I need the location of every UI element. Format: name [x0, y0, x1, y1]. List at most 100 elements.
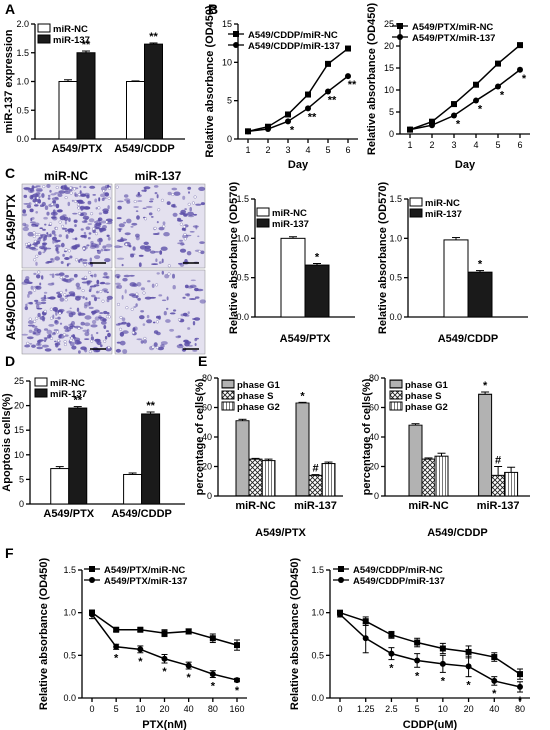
E1-ytick-label: 60 [202, 403, 212, 413]
F1-legend-marker [89, 577, 95, 583]
E2-category-label: miR-NC [408, 500, 448, 512]
micrograph-tile [21, 183, 113, 269]
F1-significance: * [211, 681, 216, 693]
E2-y-axis-label: percentage of cells(%) [361, 378, 373, 495]
B2-significance: * [456, 119, 461, 131]
F2-ytick-label: 1.5 [311, 565, 324, 575]
E2-legend-label: phase G1 [405, 380, 448, 391]
F2-xtick-label: 10 [438, 704, 448, 714]
F2-significance: * [441, 675, 446, 687]
F2-x-axis-label: CDDP(uM) [403, 719, 458, 730]
A-category-label: A549/PTX [52, 143, 103, 155]
F2-significance: * [466, 680, 471, 692]
B2-point [473, 97, 479, 104]
F2-point [388, 631, 395, 638]
C1-ytick-label: 1.0 [236, 233, 249, 243]
C1-y-axis-label: Relative absorbance (OD570) [228, 182, 240, 335]
C1-x-axis-label: A549/PTX [280, 333, 331, 345]
F2-significance: * [492, 688, 497, 700]
F2-xtick-label: 1.25 [357, 704, 375, 714]
B2-significance: * [478, 104, 483, 116]
B2-point [407, 126, 413, 133]
C1-legend-swatch [256, 218, 270, 228]
micrograph-row-title-cddp: A549/CDDP [4, 274, 18, 340]
F1-ytick-label: 1.5 [63, 565, 76, 575]
B2-x-axis-label: Day [455, 159, 476, 171]
E2-bar [408, 424, 423, 497]
F1-ytick-label: 0.5 [63, 650, 76, 660]
F1-legend-marker [89, 566, 95, 572]
A-bar [58, 81, 78, 140]
D-ytick-label: 25 [14, 376, 24, 386]
F2-xtick-label: 0 [337, 704, 342, 714]
F1-legend-label: A549/PTX/miR-137 [104, 576, 187, 587]
B1-xtick-label: 5 [325, 145, 330, 155]
A-y-axis-label: miR-137 expression [3, 29, 15, 133]
E1-legend-label: phase G1 [237, 380, 280, 391]
E1-legend-swatch [221, 379, 235, 389]
B1-x-axis-label: Day [288, 159, 309, 171]
E1-bar [261, 460, 276, 497]
B2-point [473, 81, 479, 88]
F1-point [113, 643, 120, 650]
E2-legend-swatch [389, 390, 403, 400]
B2-ytick-label: 25 [384, 19, 394, 29]
E1-legend-label: phase G2 [237, 402, 280, 413]
B1-series-line [247, 75, 349, 133]
C2-significance: * [478, 259, 483, 271]
E2-bar [421, 458, 436, 497]
F2-point [491, 654, 498, 661]
F2-y-axis-label: Relative absorbance (OD450) [289, 558, 301, 711]
E1-y-axis-label: percentage of cells(%) [194, 378, 206, 495]
C2-bar [467, 271, 493, 318]
B1-point [305, 105, 311, 112]
D-legend-label: miR-137 [50, 389, 87, 400]
D-ytick-label: 15 [14, 425, 24, 435]
E2-legend-swatch [389, 401, 403, 411]
F2-ytick-label: 0.0 [311, 693, 324, 703]
F1-ytick-label: 1.0 [63, 608, 76, 618]
B1-significance: ** [308, 111, 317, 123]
C1-significance: * [315, 252, 320, 264]
A-legend-swatch [37, 34, 51, 44]
B1-significance: ** [348, 79, 357, 91]
F2-point [388, 650, 395, 657]
C2-bar [443, 239, 469, 318]
E2-ytick-label: 0 [374, 491, 379, 501]
B1-legend-marker [233, 31, 239, 37]
F2-point [439, 645, 446, 652]
E1-legend-label: phase S [237, 391, 273, 402]
E2-significance: # [495, 455, 501, 467]
F2-significance: * [518, 695, 523, 707]
micrograph-panel: miR-NC miR-137 A549/PTX A549/CDDP [4, 169, 206, 355]
D-significance: ** [73, 395, 82, 407]
E2-x-axis-label: A549/CDDP [427, 527, 488, 539]
C2-legend-label: miR-NC [425, 198, 460, 209]
F2-point [414, 657, 421, 664]
C2-ytick-label: 0.5 [389, 273, 402, 283]
micrograph-tile [114, 183, 206, 269]
E1-ytick-label: 0 [207, 491, 212, 501]
micrograph-row-title-ptx: A549/PTX [4, 194, 18, 249]
D-bar [68, 407, 88, 505]
E1-ytick-label: 40 [202, 432, 212, 442]
B2-legend-label: A549/PTX/miR-NC [412, 22, 493, 33]
E2-ytick-label: 40 [369, 432, 379, 442]
F1-x-axis-label: PTX(nM) [142, 719, 187, 730]
D-category-label: A549/PTX [43, 508, 94, 520]
F2-series-line [339, 611, 521, 675]
D-legend-swatch [34, 388, 48, 398]
F1-xtick-label: 40 [184, 704, 194, 714]
B1-xtick-label: 6 [345, 145, 350, 155]
E1-category-label: miR-NC [235, 500, 275, 512]
C1-bar [280, 237, 306, 318]
F1-point [185, 628, 192, 635]
E2-category-label: miR-137 [477, 500, 520, 512]
F2-point [362, 618, 369, 625]
B2-xtick-label: 4 [473, 140, 478, 150]
B1-point [265, 126, 271, 133]
B2-point [517, 42, 523, 49]
E2-bar [491, 474, 506, 497]
F2-legend-label: A549/CDDP/miR-NC [353, 565, 443, 576]
F2-point [491, 677, 498, 684]
